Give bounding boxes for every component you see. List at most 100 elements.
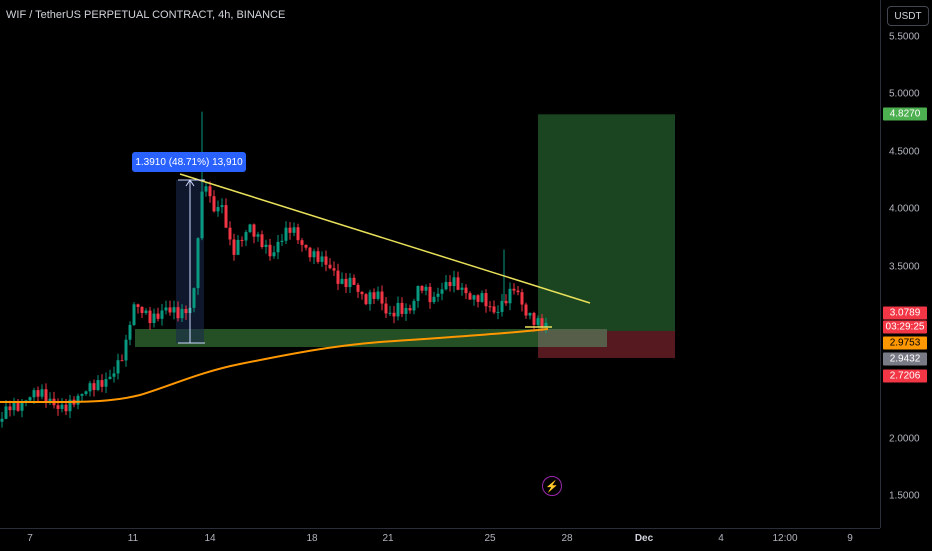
candle-body [300,240,304,245]
time-axis[interactable]: 7 11 14 18 21 25 28 Dec 4 12:00 9 [0,528,880,551]
candle-body [228,227,232,240]
candle-body [44,389,48,402]
overlays-layer [0,173,591,403]
candle-body [308,247,312,258]
candle-body [48,398,52,402]
candle-body [108,376,112,380]
candle-body [312,251,316,258]
candle-body [36,390,40,397]
time-tick: 21 [382,533,394,544]
time-tick: 25 [484,533,496,544]
ma-price-label: 2.9753 [883,336,927,350]
candle-body [472,295,476,300]
candle-body [124,339,128,361]
candle-body [332,268,336,271]
candle-body [304,244,308,248]
candle-body [388,312,392,314]
candle-body [56,405,60,409]
candle-body [264,244,268,247]
candle-body [12,402,16,411]
candle-body [164,307,168,311]
candle-body [4,406,8,419]
price-tick: 4.5000 [889,146,920,158]
candle-body [512,288,516,291]
candle-body [8,406,12,411]
candle-body [144,310,148,314]
candle-body [232,239,236,255]
candle-body [412,300,416,311]
candle-body [336,270,340,284]
candle-body [244,232,248,241]
candle-body [440,289,444,294]
candle-body [532,312,536,325]
candle-body [284,227,288,241]
candle-body [176,307,180,319]
price-axis[interactable]: USDT 5.5000 5.0000 4.5000 4.0000 3.5000 2.000… [880,0,932,528]
candle-body [348,277,352,288]
candle-body [172,307,176,313]
lightning-icon[interactable]: ⚡ [542,476,562,496]
candle-body [524,304,528,316]
candle-body [396,302,400,317]
moving-average-line [0,328,549,403]
candle-body [400,302,404,314]
candles-layer [0,111,548,428]
candle-body [280,240,284,242]
candle-body [24,400,28,402]
time-tick: 18 [306,533,318,544]
candle-body [64,404,68,412]
candle-body [416,286,420,301]
candle-body [112,373,116,377]
candle-body [444,281,448,290]
candle-body [372,292,376,299]
price-tick: 3.5000 [889,261,920,273]
price-chart[interactable] [0,0,880,528]
candle-body [100,380,104,387]
price-tick: 5.5000 [889,31,920,43]
candle-body [484,293,488,307]
currency-button[interactable]: USDT [887,6,929,26]
candle-body [140,306,144,314]
candle-body [500,300,504,312]
candle-body [436,293,440,297]
candle-body [192,288,196,308]
candle-body [544,322,548,327]
support-zone [135,329,607,347]
candle-body [516,290,520,293]
candle-body [384,303,388,314]
zones-layer [135,114,675,358]
candle-body [324,256,328,265]
candle-body [456,277,460,290]
target-price-label: 4.8270 [883,107,927,121]
candle-body [540,318,544,327]
candle-body [420,286,424,291]
time-tick: 9 [847,533,853,544]
candle-body [464,287,468,294]
candle-body [240,239,244,241]
candle-body [504,300,508,304]
chart-area[interactable]: WIF / TetherUS PERPETUAL CONTRACT, 4h, B… [0,0,880,528]
candle-body [492,306,496,313]
candle-body [208,186,212,197]
overlap-zone [538,329,607,347]
candle-body [320,256,324,262]
price-tick: 2.0000 [889,433,920,445]
candle-body [508,288,512,304]
trendline [179,173,591,304]
candle-body [352,277,356,285]
candle-body [256,234,260,237]
candle-body [196,238,200,289]
candle-body [520,292,524,305]
candle-body [408,308,412,311]
candle-body [180,308,184,319]
candle-body [360,291,364,295]
candle-body [216,207,220,212]
measure-arrow [185,179,195,187]
candle-body [380,291,384,304]
entry-price-label: 2.9432 [883,352,927,366]
candle-body [168,307,172,313]
candle-body [88,383,92,392]
candle-body [340,278,344,284]
candle-body [236,239,240,255]
candle-body [16,402,20,411]
